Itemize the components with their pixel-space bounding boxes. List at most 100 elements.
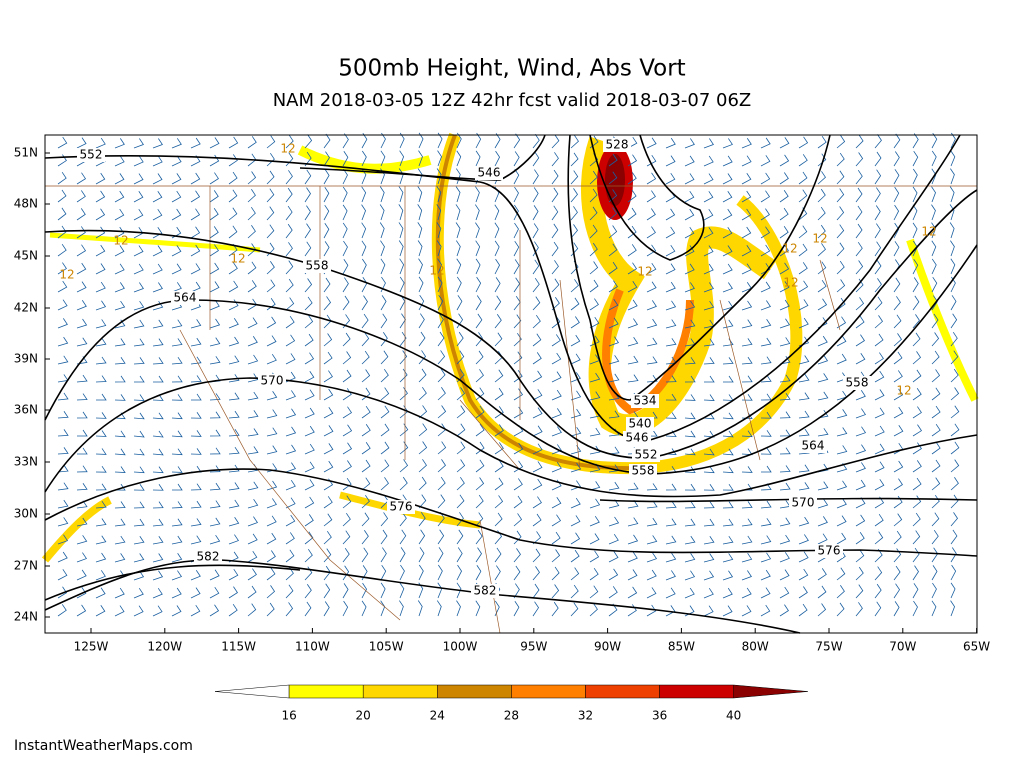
wind-barb xyxy=(190,448,202,455)
wind-barb xyxy=(893,296,901,311)
wind-barb xyxy=(247,568,257,581)
wind-barb xyxy=(76,172,87,185)
wind-barb xyxy=(190,208,201,221)
wind-barb xyxy=(817,533,828,545)
wind-barb xyxy=(475,240,481,257)
wind-barb xyxy=(437,387,446,401)
wind-barb xyxy=(323,407,334,419)
wind-barb xyxy=(456,529,464,545)
wind-barb xyxy=(532,548,541,563)
wind-barb xyxy=(779,586,790,599)
wind-barb xyxy=(513,583,520,599)
wind-barb xyxy=(247,171,257,185)
wind-barb xyxy=(153,375,164,383)
wind-barb xyxy=(874,425,885,437)
wind-barb xyxy=(703,208,714,221)
wind-barb xyxy=(323,496,333,509)
wind-barb xyxy=(779,244,789,257)
wind-barb xyxy=(380,459,390,473)
wind-barb xyxy=(304,443,315,455)
wind-barb xyxy=(665,448,677,455)
wind-barb xyxy=(133,155,144,167)
lon-label: 110W xyxy=(295,640,330,654)
height-contour-label: 570 xyxy=(792,496,815,510)
lat-label: 42N xyxy=(14,301,38,315)
wind-barb xyxy=(209,500,221,509)
wind-barb xyxy=(152,138,163,149)
wind-barb xyxy=(95,393,107,401)
wind-barb xyxy=(171,430,183,438)
wind-barb xyxy=(589,391,601,401)
wind-barb xyxy=(665,208,676,221)
wind-barb xyxy=(342,530,351,545)
wind-barb xyxy=(342,442,353,455)
map-frame xyxy=(44,134,978,634)
wind-barb xyxy=(703,394,715,401)
wind-barb xyxy=(190,500,202,509)
wind-barb xyxy=(114,448,126,456)
wind-barb xyxy=(855,152,864,167)
wind-barb xyxy=(247,189,256,203)
wind-barb xyxy=(152,394,164,401)
wind-barb xyxy=(874,461,885,473)
wind-barb xyxy=(323,151,330,167)
wind-barb xyxy=(779,226,789,239)
wind-barb xyxy=(741,338,753,347)
wind-barb xyxy=(532,169,539,185)
wind-barb xyxy=(437,459,447,473)
wind-barb xyxy=(608,481,620,491)
wind-barb xyxy=(475,494,484,509)
wind-barb xyxy=(855,426,867,437)
wind-barb xyxy=(646,587,657,599)
wind-barb xyxy=(893,169,900,185)
wind-barb xyxy=(76,569,87,581)
wind-barb xyxy=(722,553,734,563)
contour-label-bg xyxy=(194,550,222,564)
wind-barb xyxy=(665,190,676,203)
wind-barb xyxy=(228,154,238,167)
wind-barb xyxy=(513,478,523,491)
wind-barb xyxy=(741,319,753,329)
wind-barb xyxy=(589,372,601,383)
wind-barb xyxy=(152,430,164,438)
wind-barb xyxy=(855,444,867,455)
wind-barb xyxy=(513,601,520,617)
wind-barb xyxy=(342,222,348,239)
wind-barb xyxy=(798,568,809,581)
vort-contour-label: 12 xyxy=(59,268,74,282)
wind-barb xyxy=(741,155,752,167)
wind-barb xyxy=(285,408,297,419)
wind-barb xyxy=(760,569,771,581)
wind-barb xyxy=(703,282,714,293)
wind-barb xyxy=(874,169,882,185)
wind-barb xyxy=(703,412,715,420)
wind-barb xyxy=(570,480,582,491)
height-contour-label: 528 xyxy=(606,138,629,152)
wind-barb xyxy=(152,570,164,581)
wind-barb xyxy=(323,223,330,239)
wind-barb xyxy=(475,459,485,473)
wind-barb xyxy=(836,567,846,581)
wind-barb xyxy=(304,134,313,149)
wind-barb xyxy=(760,300,771,311)
wind-barb xyxy=(133,587,144,599)
wind-barb xyxy=(209,244,219,257)
wind-barb xyxy=(570,152,579,167)
wind-barb xyxy=(741,300,753,311)
wind-barb xyxy=(893,241,900,257)
wind-barb xyxy=(266,445,278,455)
wind-barb xyxy=(627,262,638,275)
wind-barb xyxy=(703,501,715,509)
wind-barb xyxy=(342,151,349,167)
wind-barb xyxy=(779,299,790,311)
wind-barb xyxy=(228,517,240,527)
lat-label: 39N xyxy=(14,352,38,366)
wind-barb xyxy=(836,297,846,311)
wind-barb xyxy=(646,226,656,239)
wind-barb xyxy=(95,412,107,419)
wind-barb xyxy=(608,355,620,365)
wind-barb xyxy=(57,171,67,185)
wind-barb xyxy=(912,204,918,221)
wind-barb xyxy=(855,514,866,527)
wind-barb xyxy=(228,207,238,221)
